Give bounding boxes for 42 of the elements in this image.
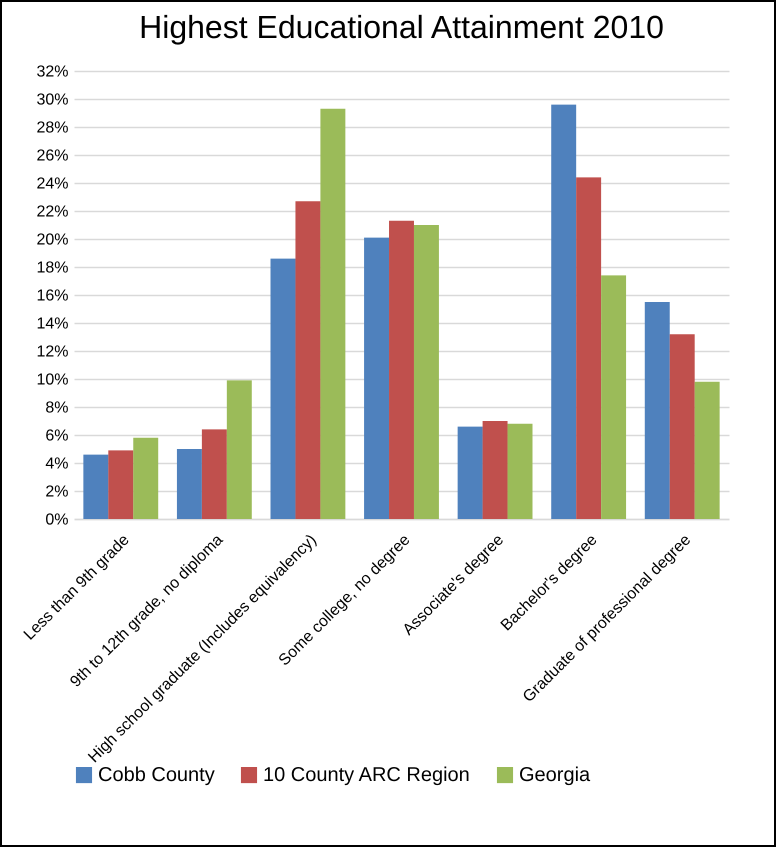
y-tick-label: 32%: [36, 64, 68, 80]
bar: [576, 177, 602, 519]
y-tick-label: 8%: [45, 400, 68, 416]
bar: [270, 258, 296, 519]
bar: [83, 454, 108, 519]
legend-label: 10 County ARC Region: [263, 764, 470, 786]
y-tick-label: 6%: [45, 428, 68, 444]
y-tick-label: 22%: [36, 204, 68, 220]
y-tick-label: 0%: [45, 512, 68, 528]
legend-label: Cobb County: [98, 764, 215, 786]
bar: [601, 275, 626, 519]
bar: [414, 225, 439, 519]
y-tick-label: 18%: [36, 260, 68, 276]
y-tick-label: 26%: [36, 148, 68, 164]
bar: [202, 429, 227, 519]
y-tick-label: 14%: [36, 316, 68, 332]
y-tick-label: 2%: [45, 484, 68, 500]
bar: [320, 108, 346, 519]
bar: [551, 104, 576, 519]
bar: [133, 438, 158, 519]
bar: [508, 424, 532, 519]
bar: [694, 382, 720, 519]
bar: [108, 450, 134, 519]
y-tick-label: 24%: [36, 176, 68, 192]
bar: [389, 220, 414, 519]
y-tick-label: 12%: [36, 344, 68, 360]
chart-title: Highest Educational Attainment 2010: [139, 9, 664, 45]
bar: [364, 238, 390, 519]
y-tick-label: 28%: [36, 120, 68, 136]
y-tick-label: 20%: [36, 232, 68, 248]
y-tick-label: 10%: [36, 372, 68, 388]
bar: [670, 334, 695, 519]
bar: [644, 302, 670, 519]
y-tick-label: 30%: [36, 92, 68, 108]
bar: [482, 421, 508, 519]
bar: [176, 449, 202, 519]
y-tick-label: 16%: [36, 288, 68, 304]
legend-label: Georgia: [519, 764, 592, 786]
bar: [295, 201, 320, 519]
y-tick-label: 4%: [45, 456, 68, 472]
bar: [458, 426, 483, 519]
bar: [226, 380, 252, 519]
